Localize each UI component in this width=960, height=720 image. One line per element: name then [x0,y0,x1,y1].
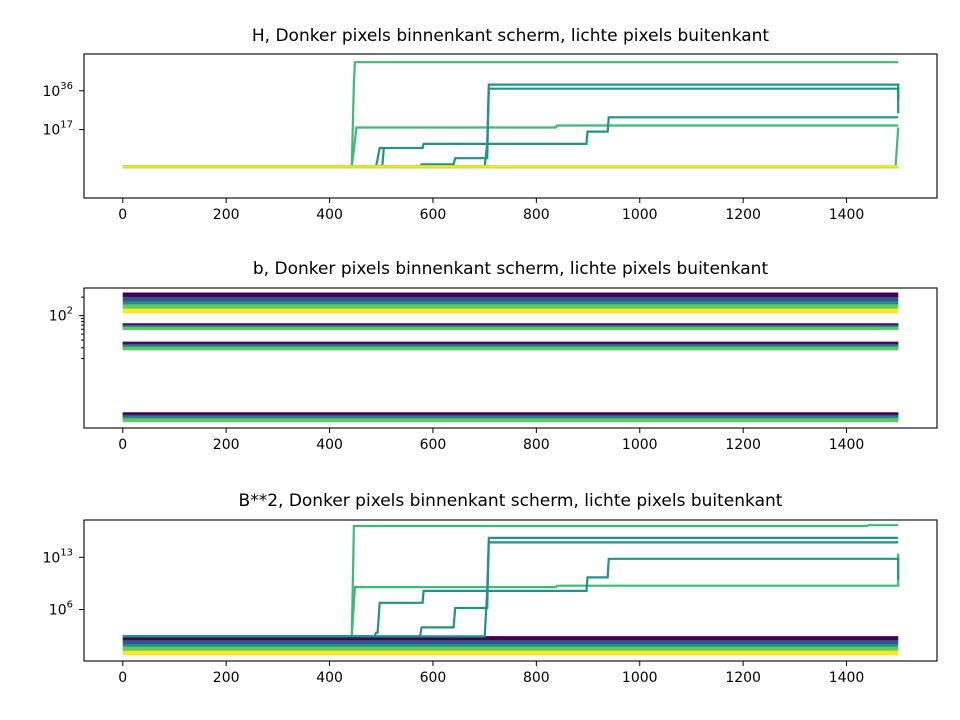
x-tick-label: 1000 [622,437,658,453]
y-tick-label: 1036 [42,81,73,100]
x-tick-label: 0 [118,437,127,453]
x-tick-label: 200 [213,670,240,686]
x-tick-label: 0 [118,207,127,223]
x-tick-label: 600 [420,207,447,223]
y-tick-label: 102 [49,306,73,325]
x-tick-label: 800 [523,670,550,686]
x-tick-label: 1000 [622,670,658,686]
x-tick-label: 200 [213,207,240,223]
y-tick-label: 1013 [42,547,73,566]
x-tick-label: 1000 [622,207,658,223]
y-tick-label: 1017 [42,120,73,139]
chart-title: B**2, Donker pixels binnenkant scherm, l… [239,491,783,511]
x-tick-label: 200 [213,437,240,453]
x-tick-label: 1200 [725,670,761,686]
x-tick-label: 1400 [829,437,865,453]
chart-title: H, Donker pixels binnenkant scherm, lich… [252,26,770,46]
x-tick-label: 400 [316,437,343,453]
chart-title: b, Donker pixels binnenkant scherm, lich… [253,259,769,279]
x-tick-label: 1200 [725,207,761,223]
axes-frame [83,53,938,199]
series-line-4 [122,83,900,168]
x-tick-label: 800 [523,207,550,223]
x-tick-label: 1400 [829,207,865,223]
x-tick-label: 400 [316,207,343,223]
y-tick-label: 106 [49,600,73,619]
x-tick-label: 1400 [829,670,865,686]
plot-area [122,61,900,169]
chart-panel-2: 0 200 400 600 800 1000 1200 1400 102 b, Donker pi… [49,259,938,453]
x-tick-label: 400 [316,670,343,686]
series-line-7 [122,116,899,168]
plot-area [122,524,900,656]
x-tick-label: 600 [420,670,447,686]
x-tick-label: 800 [523,437,550,453]
plot-area [122,292,899,423]
x-tick-label: 1200 [725,437,761,453]
chart-panel-3: 0 200 400 600 800 1000 1200 1400 106 1013 B**2, Do… [42,491,938,686]
series-line-4 [122,541,899,638]
axes-frame [83,519,938,662]
axes-frame [83,287,938,429]
series-line-5 [122,557,900,638]
chart-panel-1: 0 200 400 600 800 1000 1200 1400 1017 1036 H, Donk… [42,26,938,223]
x-tick-label: 600 [420,437,447,453]
x-tick-label: 0 [118,670,127,686]
